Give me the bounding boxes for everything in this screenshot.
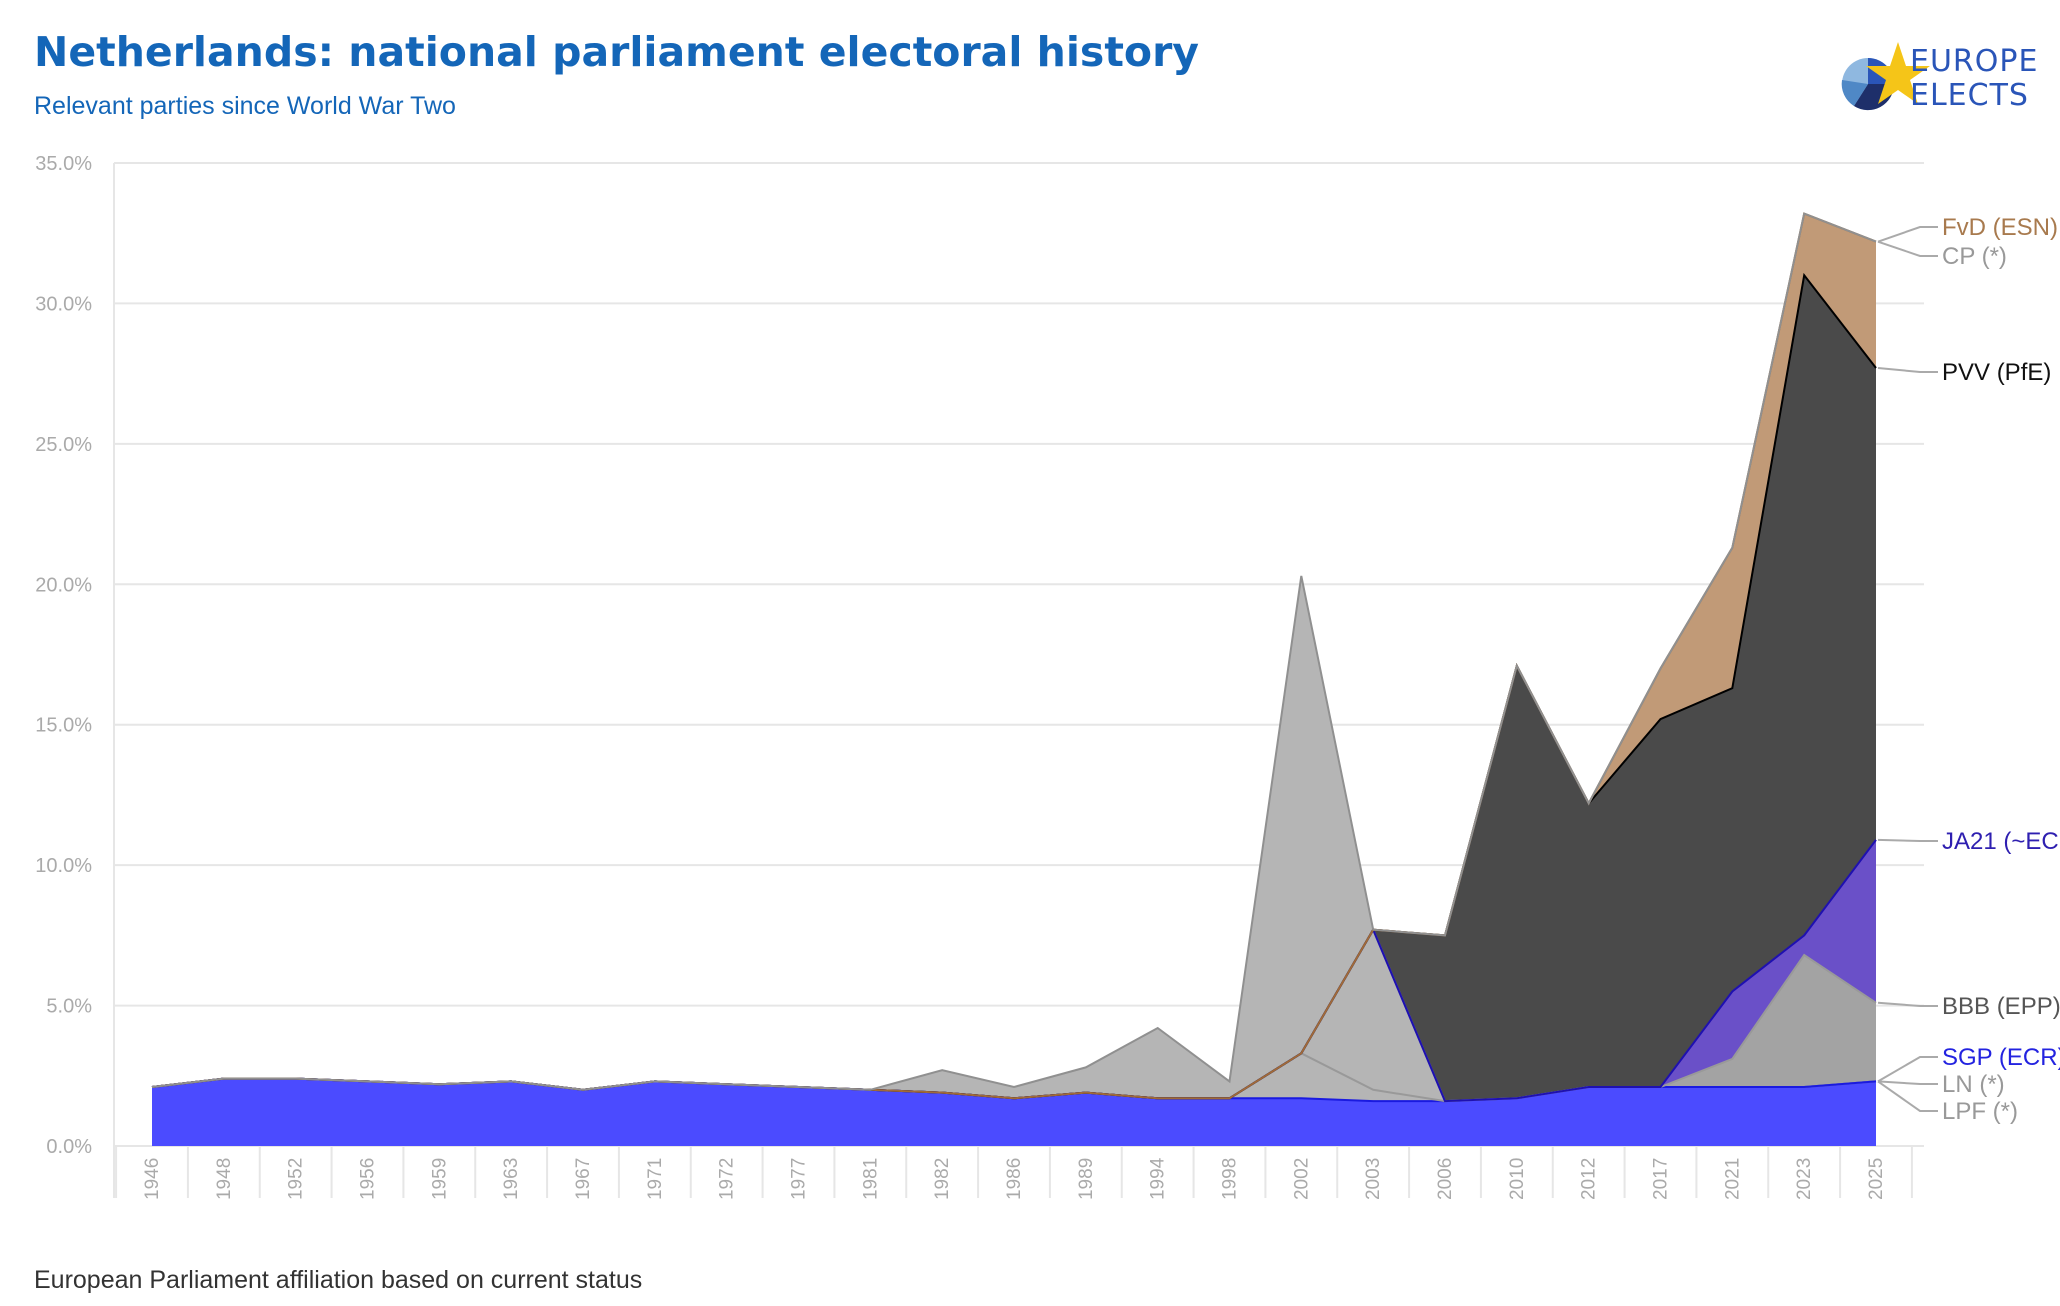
legend-label-cp: CP (*) — [1942, 243, 2007, 270]
x-tick-label: 2010 — [1507, 1158, 1528, 1200]
legend-label-fvd-esn: FvD (ESN) — [1942, 214, 2058, 241]
x-tick-label: 1971 — [645, 1158, 666, 1200]
logo-text-elects: ELECTS — [1910, 78, 2029, 113]
x-tick-label: 1998 — [1220, 1158, 1241, 1200]
footnote: European Parliament affiliation based on… — [34, 1266, 643, 1294]
x-tick-label: 1994 — [1148, 1157, 1169, 1200]
x-tick-label: 1959 — [429, 1158, 450, 1200]
x-tick-label: 2017 — [1651, 1158, 1672, 1200]
europe-elects-logo-icon — [1841, 42, 1930, 111]
leader-line-bbb-epp — [1877, 1001, 1938, 1007]
y-tick-label: 5.0% — [46, 996, 92, 1018]
legend-label-bbb-epp: BBB (EPP) — [1942, 993, 2060, 1020]
x-tick-label: 1948 — [214, 1158, 235, 1200]
x-tick-label: 1972 — [717, 1158, 738, 1200]
legend-label-sgp-ecr: SGP (ECR) — [1942, 1044, 2060, 1071]
x-tick-label: 2025 — [1866, 1158, 1887, 1200]
x-tick-label: 1956 — [358, 1158, 379, 1200]
x-tick-label: 2002 — [1291, 1158, 1312, 1200]
x-tick-label: 1977 — [789, 1158, 810, 1200]
y-tick-label: 30.0% — [35, 293, 92, 315]
leader-line-sgp-ecr — [1877, 1056, 1938, 1083]
x-tick-label: 1989 — [1076, 1158, 1097, 1200]
legend-label-pvv-pfe: PVV (PfE) — [1942, 359, 2051, 386]
x-tick-label: 1963 — [501, 1158, 522, 1200]
chart-title: Netherlands: national parliament elector… — [34, 28, 1200, 76]
legend-label-ja21-ecr: JA21 (~ECR) — [1942, 828, 2060, 855]
area-bbb-epp — [152, 929, 1876, 1102]
line-cp — [151, 212, 1877, 1091]
y-tick-label: 35.0% — [35, 153, 92, 175]
legend-label-ln: LN (*) — [1942, 1071, 2005, 1098]
y-tick-label: 15.0% — [35, 715, 92, 737]
x-tick-label: 1981 — [860, 1158, 881, 1200]
x-tick-label: 1967 — [573, 1158, 594, 1200]
x-tick-label: 1952 — [286, 1158, 307, 1200]
x-tick-label: 1986 — [1004, 1158, 1025, 1200]
leader-line-lpf — [1877, 1080, 1938, 1112]
y-tick-label: 0.0% — [46, 1136, 92, 1158]
legend-label-lpf: LPF (*) — [1942, 1098, 2018, 1125]
chart-subtitle: Relevant parties since World War Two — [34, 92, 456, 120]
area-chart: 0.0% 5.0% 10.0% 15.0% 20.0% 25.0% 30.0% 35.0% 19… — [35, 153, 2060, 1200]
y-tick-label: 20.0% — [35, 574, 92, 596]
y-tick-label: 10.0% — [35, 855, 92, 877]
x-tick-label: 2023 — [1794, 1158, 1815, 1200]
leader-line-ln — [1877, 1080, 1938, 1085]
area-pvv-pfe — [152, 275, 1876, 1102]
x-tick-label: 2003 — [1363, 1158, 1384, 1200]
x-tick-label: 1982 — [932, 1158, 953, 1200]
leader-line-cp — [1877, 240, 1938, 257]
leader-line-pvv-pfe — [1877, 367, 1938, 373]
leader-line-fvd-esn — [1877, 226, 1938, 243]
x-tick-label: 2006 — [1435, 1158, 1456, 1200]
x-tick-label: 1946 — [142, 1158, 163, 1200]
area-sgp-ecr — [152, 1078, 1876, 1146]
x-tick-label: 2012 — [1579, 1158, 1600, 1200]
logo-text-europe: EUROPE — [1910, 44, 2039, 79]
x-tick-label: 2021 — [1722, 1158, 1743, 1200]
y-tick-label: 25.0% — [35, 434, 92, 456]
leader-line-ja21-ecr — [1877, 838, 1938, 842]
